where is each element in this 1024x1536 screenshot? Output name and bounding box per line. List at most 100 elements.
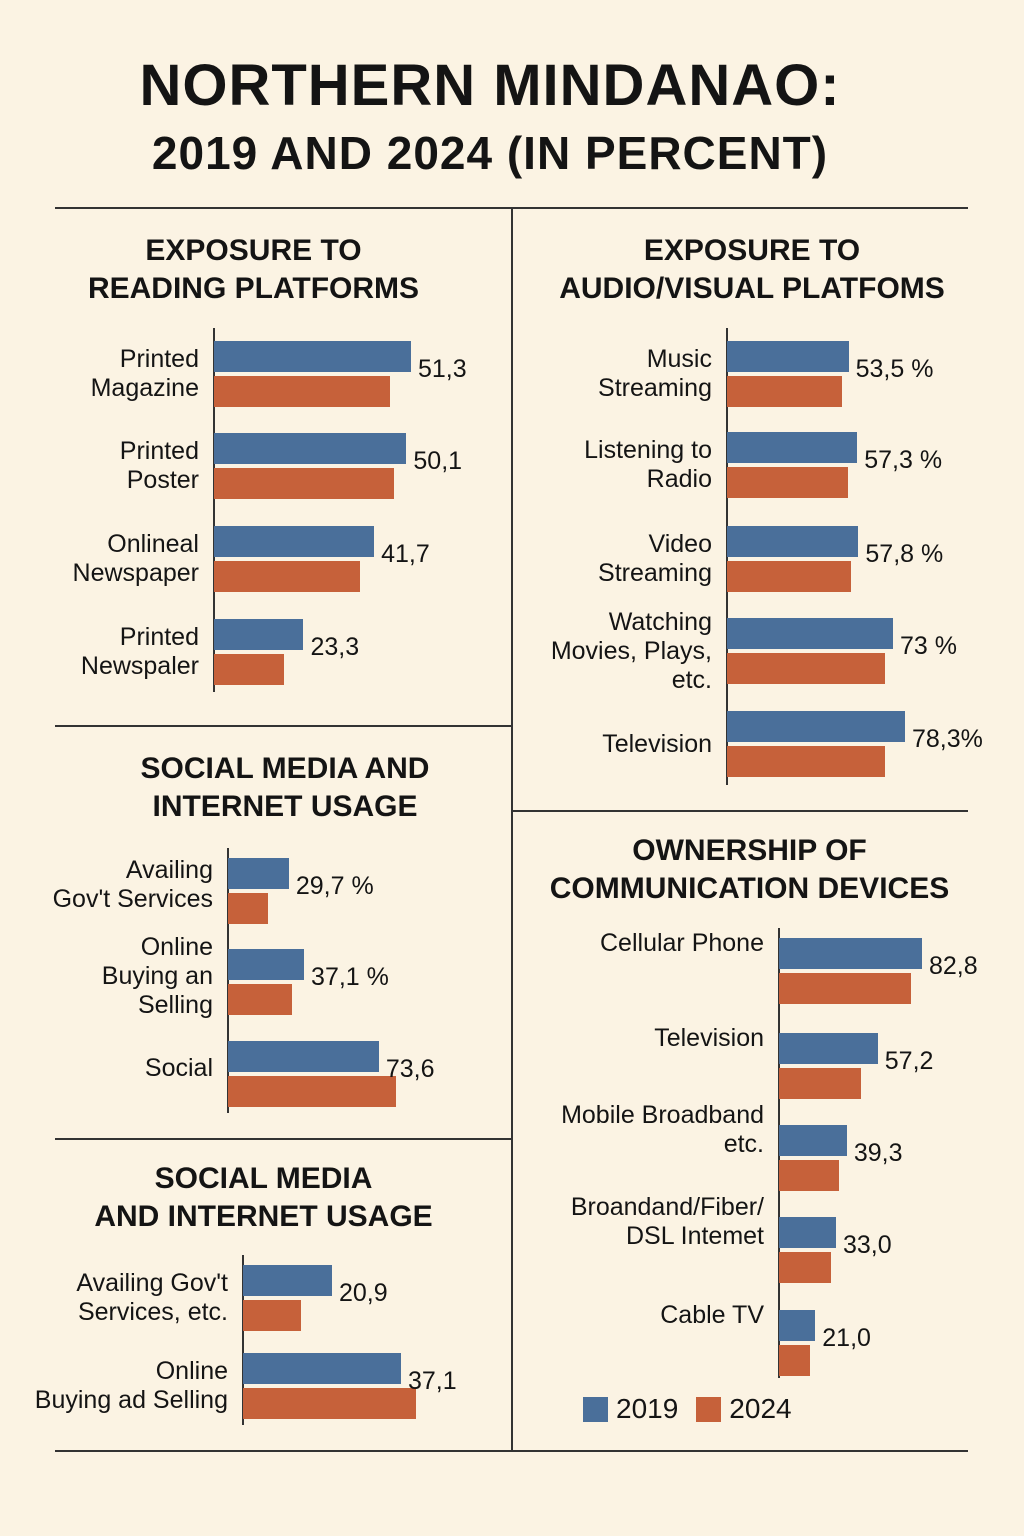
- category-label: Cable TV: [660, 1301, 764, 1330]
- category-label: Mobile Broadband etc.: [561, 1101, 764, 1159]
- category-label: Printed Newspaler: [81, 623, 199, 681]
- value-label: 20,9: [339, 1279, 388, 1307]
- bar-2024: [228, 1076, 396, 1107]
- bar-2019: [779, 938, 922, 969]
- bar-2019: [779, 1217, 836, 1248]
- legend-label-2019: 2019: [616, 1393, 679, 1424]
- bar-2024: [779, 1068, 862, 1099]
- panel-title-line: AND INTERNET USAGE: [94, 1200, 433, 1233]
- category-label-line: Newspaler: [80, 652, 199, 680]
- category-label-line: Selling: [137, 990, 213, 1019]
- panel-title-line: AUDIO/VISUAL PLATFOMS: [559, 272, 945, 305]
- panel-title-ownership: OWNERSHIP OF COMMUNICATION DEVICES: [512, 832, 987, 908]
- category-label-line: Gov't Services: [52, 885, 213, 913]
- value-label: 73,6: [385, 1055, 435, 1083]
- category-label-line: etc.: [723, 1130, 764, 1158]
- category-label: Online Buying an Selling: [102, 933, 213, 1020]
- bar-2024: [727, 746, 885, 777]
- category-label-line: Poster: [126, 466, 199, 494]
- axis-line: [213, 328, 215, 692]
- bar-2019: [727, 711, 905, 742]
- divider-right-1: [512, 810, 968, 812]
- bar-2019: [228, 858, 289, 889]
- bar-2024: [214, 561, 361, 592]
- category-label-line: Cellular Phone: [600, 928, 764, 957]
- bar-2024: [228, 893, 269, 924]
- value-label: 78,3%: [912, 725, 983, 753]
- main-title: NORTHERN MINDANAO:: [139, 53, 841, 118]
- legend: 2019 2024: [583, 1393, 792, 1425]
- category-label-line: Streaming: [598, 559, 712, 587]
- bar-2024: [779, 1160, 839, 1191]
- value-label: 23,3: [310, 633, 360, 661]
- category-label-line: etc.: [671, 665, 712, 694]
- bar-2019: [243, 1353, 401, 1384]
- bar-2019: [727, 432, 858, 463]
- value-label: 33,0: [842, 1231, 892, 1259]
- category-label: Broandand/Fiber/DSL Intemet: [571, 1193, 764, 1251]
- category-label-line: Social: [144, 1053, 213, 1082]
- category-label-line: Availing: [125, 856, 213, 884]
- value-label: 21,0: [822, 1324, 871, 1352]
- category-label: Watching Movies, Plays, etc.: [551, 608, 712, 695]
- category-label-line: Video: [648, 530, 713, 558]
- category-label-line: Television: [602, 729, 712, 758]
- panel-title-social-2: SOCIAL MEDIA AND INTERNET USAGE: [55, 1160, 472, 1236]
- divider-center: [511, 207, 513, 1451]
- category-label-line: Mobile Broadband: [561, 1101, 764, 1129]
- category-label: Video Streaming: [598, 530, 712, 588]
- bar-2019: [779, 1033, 878, 1064]
- bar-2024: [214, 468, 395, 499]
- bar-2024: [228, 984, 292, 1015]
- category-label-line: Cable TV: [660, 1300, 764, 1329]
- value-label: 53,5 %: [855, 355, 934, 383]
- bar-2019: [779, 1310, 816, 1341]
- category-label: Onlineal Newspaper: [73, 530, 199, 588]
- category-label-line: Broandand/Fiber/: [570, 1193, 764, 1221]
- value-label: 29,7 %: [295, 872, 374, 900]
- category-label: Social: [145, 1054, 213, 1083]
- bar-2019: [727, 341, 849, 372]
- value-label: 57,8 %: [865, 540, 944, 568]
- bar-2019: [228, 949, 305, 980]
- category-label: Printed Magazine: [91, 345, 199, 403]
- legend-label-2024: 2024: [729, 1393, 792, 1424]
- category-label-line: DSL Intemet: [625, 1222, 764, 1250]
- value-label: 50,1: [413, 447, 463, 475]
- value-label: 39,3: [853, 1139, 903, 1167]
- panel-title-line: EXPOSURE TO: [145, 234, 362, 267]
- category-label-line: Online: [155, 1357, 228, 1385]
- category-label-line: Services, etc.: [77, 1298, 228, 1326]
- bar-2019: [214, 433, 407, 464]
- category-label-line: Printed: [119, 623, 199, 651]
- bar-2019: [727, 526, 859, 557]
- category-label-line: Online: [140, 932, 213, 961]
- value-label: 41,7: [381, 540, 430, 568]
- value-label: 73 %: [899, 632, 957, 660]
- category-label-line: Printed: [119, 345, 199, 373]
- category-label: Television: [654, 1024, 764, 1053]
- bar-2019: [243, 1265, 332, 1296]
- panel-title-line: COMMUNICATION DEVICES: [549, 872, 950, 905]
- value-label: 57,2: [884, 1047, 934, 1075]
- panel-title-reading: EXPOSURE TO READING PLATFORMS: [55, 232, 452, 308]
- bar-2019: [214, 341, 411, 372]
- category-label: Cellular Phone: [600, 929, 764, 958]
- category-label-line: Watching: [608, 607, 712, 636]
- category-label: Availing Gov't Services: [53, 856, 213, 914]
- category-label-line: Buying ad Selling: [34, 1386, 228, 1414]
- category-label-line: Magazine: [90, 374, 199, 402]
- category-label-line: Radio: [646, 465, 712, 493]
- axis-line: [242, 1255, 244, 1425]
- category-label-line: Movies, Plays,: [550, 636, 712, 665]
- bar-2024: [779, 1345, 811, 1376]
- bar-2024: [243, 1300, 301, 1331]
- category-label-line: Buying an: [101, 961, 213, 990]
- category-label: Listening to Radio: [584, 436, 712, 494]
- panel-title-line: INTERNET USAGE: [152, 790, 418, 823]
- divider-bottom: [55, 1450, 968, 1452]
- bar-2019: [779, 1125, 847, 1156]
- category-label-line: Music: [646, 345, 712, 373]
- category-label: Music Streaming: [598, 345, 712, 403]
- panel-title-line: SOCIAL MEDIA: [154, 1162, 373, 1195]
